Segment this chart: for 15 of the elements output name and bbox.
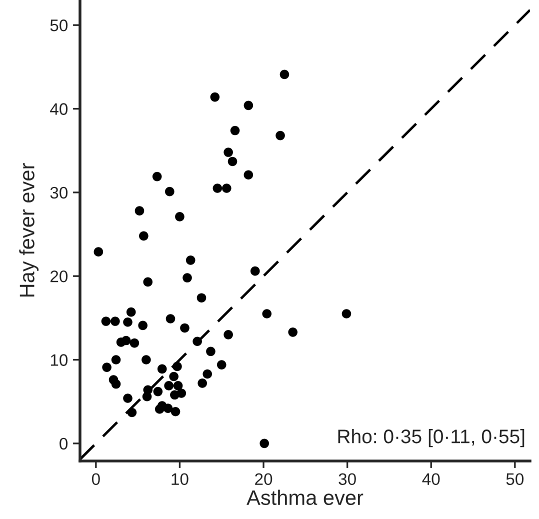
x-tick-label: 10 xyxy=(172,473,188,486)
y-tick-label: 0 xyxy=(60,438,68,450)
y-axis-title: Hay fever ever xyxy=(19,163,39,297)
x-tick-label: 30 xyxy=(338,473,356,486)
x-tick-label: 40 xyxy=(422,473,440,486)
y-tick-label: 10 xyxy=(50,354,68,366)
x-axis-title: Asthma ever xyxy=(246,490,364,506)
x-tick-label: 50 xyxy=(506,473,524,486)
y-tick-label: 20 xyxy=(50,270,68,282)
y-tick-label: 50 xyxy=(50,20,68,32)
x-tick-label: 20 xyxy=(255,473,272,486)
y-tick-label: 40 xyxy=(50,103,68,115)
annotation: Rho: 0·35 [0·11, 0·55] xyxy=(338,429,524,448)
y-tick-label: 30 xyxy=(50,186,68,199)
x-tick-label: 0 xyxy=(92,473,100,486)
